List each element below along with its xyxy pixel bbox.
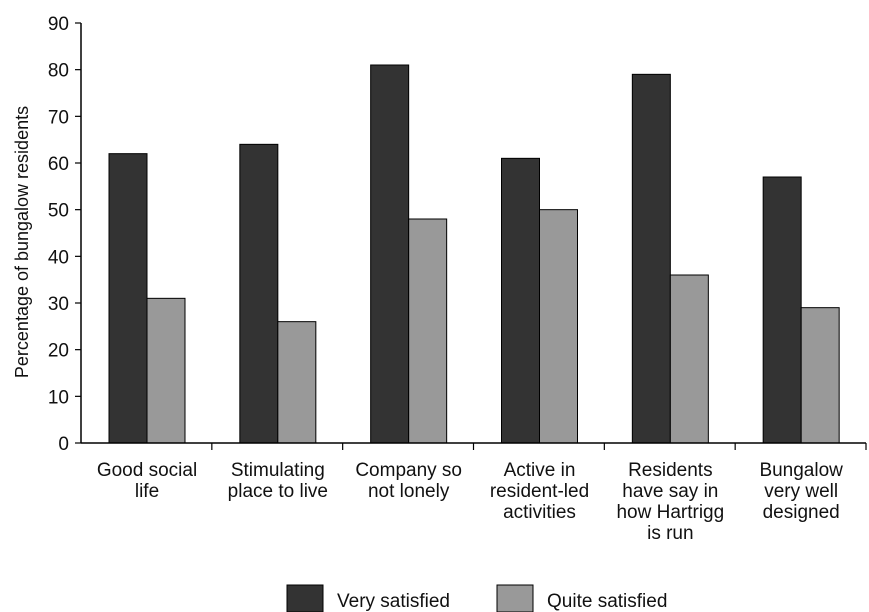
y-tick-label: 30	[48, 294, 69, 315]
category-label-line: is run	[647, 523, 693, 544]
bar-quite-satisfied	[146, 297, 186, 444]
category-label: Company so not lonely	[355, 460, 462, 502]
category-label-line: Residents	[628, 460, 713, 481]
bar-very-satisfied	[762, 176, 802, 444]
category-label-line: designed	[763, 502, 840, 523]
category-label-line: life	[135, 481, 159, 502]
y-axis-title: Percentage of bungalow residents	[12, 106, 32, 378]
category-label-line: Company so	[355, 460, 462, 481]
y-axis-ticks: 0 10 20 30 40 50 60 70 80 90	[48, 14, 81, 455]
bar-quite-satisfied	[408, 218, 448, 444]
bar-quite-satisfied	[277, 321, 317, 444]
category-label-line: Stimulating	[231, 460, 325, 481]
y-tick-label: 60	[48, 154, 69, 175]
y-tick-label: 10	[48, 387, 69, 408]
legend-swatch	[496, 584, 534, 612]
legend-swatch	[286, 584, 324, 612]
bar-very-satisfied	[239, 143, 279, 444]
bars	[108, 64, 840, 444]
category-label-line: resident-led	[490, 481, 589, 502]
category-label: Residents have say in how Hartrigg is run	[616, 460, 724, 544]
category-label-line: Bungalow	[759, 460, 843, 481]
bar-quite-satisfied	[800, 307, 840, 444]
category-label: Bungalow very well designed	[759, 460, 843, 523]
y-tick-label: 70	[48, 107, 69, 128]
legend-label: Very satisfied	[337, 591, 450, 612]
category-label-line: place to live	[228, 481, 328, 502]
legend-label: Quite satisfied	[547, 591, 667, 612]
bar-very-satisfied	[108, 153, 148, 444]
y-tick-label: 0	[58, 434, 69, 455]
category-label-line: activities	[503, 502, 576, 523]
category-label-line: very well	[764, 481, 838, 502]
category-label-line: Good social	[97, 460, 197, 481]
bar-very-satisfied	[370, 64, 410, 444]
y-tick-label: 20	[48, 341, 69, 362]
y-tick-label: 80	[48, 61, 69, 82]
legend: Very satisfied Quite satisfied	[286, 584, 667, 612]
category-labels: Good social life Stimulating place to live C…	[97, 460, 843, 544]
bar-very-satisfied	[631, 73, 671, 444]
bar-very-satisfied	[501, 157, 540, 444]
bar-quite-satisfied	[669, 274, 709, 444]
category-label: Stimulating place to live	[228, 460, 328, 502]
category-label: Good social life	[97, 460, 197, 502]
bar-quite-satisfied	[539, 209, 578, 444]
y-tick-label: 50	[48, 201, 69, 222]
category-label-line: how Hartrigg	[616, 502, 724, 523]
category-label: Active in resident-led activities	[490, 460, 589, 523]
category-label-line: have say in	[622, 481, 718, 502]
category-label-line: Active in	[504, 460, 576, 481]
category-label-line: not lonely	[368, 481, 450, 502]
x-axis-ticks	[211, 443, 867, 450]
y-tick-label: 90	[48, 14, 69, 35]
y-tick-label: 40	[48, 247, 69, 268]
